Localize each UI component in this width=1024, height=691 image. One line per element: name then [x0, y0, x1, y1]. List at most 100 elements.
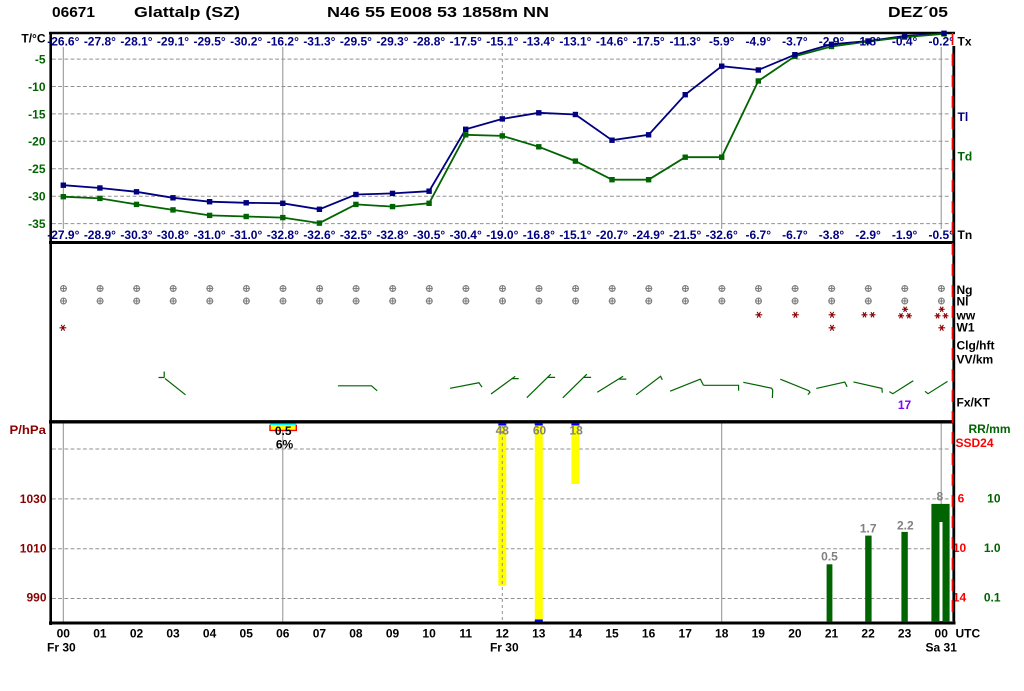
- svg-text:19: 19: [752, 627, 766, 641]
- svg-text:-6.7°: -6.7°: [782, 228, 808, 242]
- svg-text:Tx: Tx: [958, 34, 972, 48]
- svg-text:20: 20: [788, 627, 802, 641]
- svg-text:-24.9°: -24.9°: [633, 228, 665, 242]
- svg-text:ww: ww: [956, 308, 976, 322]
- svg-text:14: 14: [569, 627, 583, 641]
- svg-text:09: 09: [386, 627, 400, 641]
- svg-text:6: 6: [958, 492, 965, 506]
- svg-text:-11.3°: -11.3°: [669, 34, 701, 48]
- svg-text:UTC: UTC: [956, 627, 981, 641]
- svg-text:17: 17: [898, 398, 912, 412]
- svg-text:21: 21: [825, 627, 839, 641]
- svg-text:-29.5°: -29.5°: [194, 34, 226, 48]
- svg-text:00: 00: [57, 627, 71, 641]
- svg-text:Fx/KT: Fx/KT: [957, 396, 991, 410]
- svg-text:-30.4°: -30.4°: [450, 228, 482, 242]
- svg-text:-14.6°: -14.6°: [596, 34, 628, 48]
- svg-text:-30.2°: -30.2°: [230, 34, 262, 48]
- svg-text:-31.3°: -31.3°: [303, 34, 335, 48]
- svg-text:N46 55 E008 53 1858m NN: N46 55 E008 53 1858m NN: [327, 4, 549, 21]
- svg-text:10: 10: [422, 627, 436, 641]
- svg-text:11: 11: [459, 627, 472, 641]
- svg-text:Tn: Tn: [958, 228, 973, 242]
- svg-text:-30.3°: -30.3°: [120, 228, 152, 242]
- svg-text:-17.5°: -17.5°: [450, 34, 482, 48]
- svg-text:-1.8°: -1.8°: [855, 34, 881, 48]
- svg-text:07: 07: [313, 627, 327, 641]
- svg-text:8: 8: [936, 489, 943, 503]
- svg-text:Clg/hft: Clg/hft: [957, 338, 995, 352]
- svg-text:01: 01: [93, 627, 107, 641]
- svg-text:2.2: 2.2: [897, 518, 914, 532]
- svg-text:-27.9°: -27.9°: [47, 228, 79, 242]
- svg-text:-27.8°: -27.8°: [84, 34, 116, 48]
- svg-text:-30: -30: [28, 190, 46, 204]
- svg-text:-26.6°: -26.6°: [47, 34, 79, 48]
- svg-text:-15: -15: [28, 107, 46, 121]
- svg-text:-0.4°: -0.4°: [892, 34, 918, 48]
- svg-text:18: 18: [715, 627, 729, 641]
- svg-text:P/hPa: P/hPa: [10, 423, 47, 437]
- svg-text:48: 48: [496, 424, 510, 438]
- svg-text:-3.8°: -3.8°: [819, 228, 845, 242]
- svg-text:1.7: 1.7: [860, 522, 877, 536]
- svg-text:06: 06: [276, 627, 290, 641]
- svg-text:-10: -10: [28, 80, 46, 94]
- svg-text:18: 18: [569, 424, 583, 438]
- svg-text:-16.2°: -16.2°: [267, 34, 299, 48]
- svg-text:-2.9°: -2.9°: [819, 34, 845, 48]
- svg-text:-35: -35: [28, 217, 46, 231]
- svg-text:0.1: 0.1: [984, 590, 1001, 604]
- svg-text:1.0: 1.0: [984, 541, 1001, 555]
- svg-text:-32.6°: -32.6°: [303, 228, 335, 242]
- svg-text:-13.4°: -13.4°: [523, 34, 555, 48]
- svg-text:17: 17: [679, 627, 693, 641]
- svg-text:-4.9°: -4.9°: [746, 34, 772, 48]
- svg-text:00: 00: [935, 627, 949, 641]
- svg-text:-6.7°: -6.7°: [746, 228, 772, 242]
- svg-text:-15.1°: -15.1°: [559, 228, 591, 242]
- svg-text:Sa 31: Sa 31: [926, 641, 958, 655]
- svg-text:-28.1°: -28.1°: [120, 34, 152, 48]
- svg-text:1010: 1010: [20, 541, 47, 555]
- svg-text:12: 12: [496, 627, 510, 641]
- svg-text:16: 16: [642, 627, 656, 641]
- svg-text:-5.9°: -5.9°: [709, 34, 735, 48]
- svg-text:-0.2°: -0.2°: [928, 34, 954, 48]
- svg-text:-29.3°: -29.3°: [376, 34, 408, 48]
- svg-text:-29.1°: -29.1°: [157, 34, 189, 48]
- svg-text:-32.8°: -32.8°: [267, 228, 299, 242]
- svg-text:02: 02: [130, 627, 144, 641]
- svg-text:08: 08: [349, 627, 363, 641]
- svg-text:-29.5°: -29.5°: [340, 34, 372, 48]
- svg-text:-15.1°: -15.1°: [486, 34, 518, 48]
- svg-text:1030: 1030: [20, 492, 47, 506]
- svg-text:05: 05: [240, 627, 254, 641]
- svg-text:-32.5°: -32.5°: [340, 228, 372, 242]
- svg-text:-30.5°: -30.5°: [413, 228, 445, 242]
- svg-text:-5: -5: [35, 53, 46, 67]
- svg-text:-25: -25: [28, 162, 46, 176]
- svg-text:990: 990: [26, 591, 46, 605]
- svg-text:-16.8°: -16.8°: [523, 228, 555, 242]
- svg-text:15: 15: [605, 627, 619, 641]
- svg-text:10: 10: [987, 492, 1001, 506]
- svg-text:T/°C: T/°C: [21, 32, 45, 46]
- svg-text:10: 10: [953, 541, 967, 555]
- svg-text:Td: Td: [958, 149, 973, 163]
- svg-text:-20: -20: [28, 135, 46, 149]
- svg-text:-28.8°: -28.8°: [413, 34, 445, 48]
- svg-text:13: 13: [532, 627, 546, 641]
- svg-text:Glattalp (SZ): Glattalp (SZ): [134, 4, 240, 21]
- svg-text:-30.8°: -30.8°: [157, 228, 189, 242]
- svg-text:-20.7°: -20.7°: [596, 228, 628, 242]
- svg-text:06671: 06671: [52, 4, 95, 21]
- svg-text:-32.8°: -32.8°: [376, 228, 408, 242]
- svg-text:Tl: Tl: [958, 110, 969, 124]
- svg-text:-1.9°: -1.9°: [892, 228, 918, 242]
- svg-text:DEZ´05: DEZ´05: [888, 4, 948, 21]
- svg-text:Fr 30: Fr 30: [47, 641, 76, 655]
- svg-text:04: 04: [203, 627, 217, 641]
- svg-text:-21.5°: -21.5°: [669, 228, 701, 242]
- svg-text:-32.6°: -32.6°: [706, 228, 738, 242]
